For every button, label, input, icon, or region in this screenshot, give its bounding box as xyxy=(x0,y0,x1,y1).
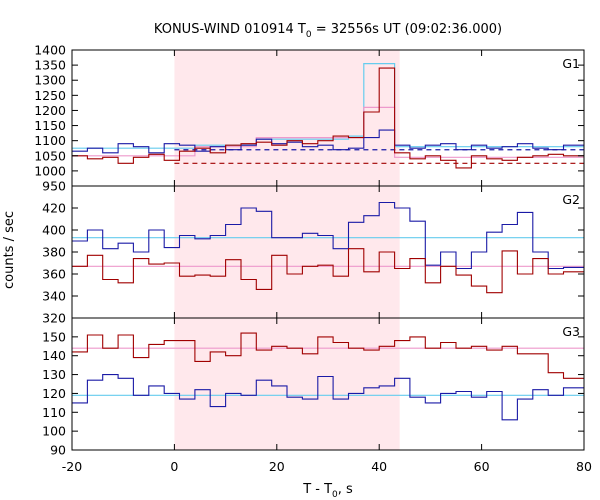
x-tick-label: -20 xyxy=(62,459,82,474)
blue-count-series xyxy=(72,201,584,270)
panel-frame xyxy=(71,317,585,451)
chart-title: KONUS-WIND 010914 T0 = 32556s UT (09:02:… xyxy=(154,22,502,40)
y-tick-label: 1150 xyxy=(34,118,66,133)
x-axis-title: T - T0, s xyxy=(302,482,353,500)
y-tick-label: 950 xyxy=(42,179,66,194)
plot-area: 950100010501100115012001250130013501400G… xyxy=(34,43,592,475)
red-count-series xyxy=(72,67,584,169)
x-tick-label: 20 xyxy=(269,459,285,474)
y-tick-label: 100 xyxy=(42,424,66,439)
y-tick-label: 130 xyxy=(42,367,66,382)
x-tick-label: 0 xyxy=(170,459,178,474)
y-tick-label: 400 xyxy=(42,223,66,238)
y-tick-label: 1350 xyxy=(34,58,66,73)
y-tick-label: 140 xyxy=(42,348,66,363)
y-tick-label: 380 xyxy=(42,245,66,260)
y-tick-label: 110 xyxy=(42,405,66,420)
y-tick-label: 1400 xyxy=(34,43,66,58)
y-tick-label: 120 xyxy=(42,386,66,401)
x-tick-labels: -20 0 20 40 60 80 xyxy=(62,459,592,474)
y-tick-label: 1100 xyxy=(34,133,66,148)
panel-g2: 320 340 360 380 400 420 G2 xyxy=(42,185,585,326)
burst-interval-shading xyxy=(174,50,400,450)
panel-label: G2 xyxy=(562,192,580,207)
y-tick-label: 1200 xyxy=(34,103,66,118)
y-tick-label: 1250 xyxy=(34,88,66,103)
panel-label: G3 xyxy=(562,324,580,339)
panel-g3: 90 100 110 120 130 140 150 G3 xyxy=(42,317,585,458)
y-tick-label: 150 xyxy=(42,329,66,344)
red-count-series xyxy=(72,248,584,294)
y-tick-label: 420 xyxy=(42,201,66,216)
y-tick-label: 1300 xyxy=(34,73,66,88)
y-tick-label: 90 xyxy=(50,443,66,458)
y-tick-label: 1050 xyxy=(34,148,66,163)
x-tick-label: 40 xyxy=(371,459,387,474)
y-axis-title: counts / sec xyxy=(2,211,17,289)
y-tick-label: 340 xyxy=(42,289,66,304)
y-tick-label: 1000 xyxy=(34,163,66,178)
blue-count-series xyxy=(72,374,584,421)
blue-count-series xyxy=(72,129,584,154)
x-tick-label: 80 xyxy=(576,459,592,474)
panel-label: G1 xyxy=(562,56,580,71)
red-count-series xyxy=(72,332,584,379)
x-tick-label: 60 xyxy=(474,459,490,474)
y-tick-label: 360 xyxy=(42,267,66,282)
y-tick-label: 320 xyxy=(42,311,66,326)
